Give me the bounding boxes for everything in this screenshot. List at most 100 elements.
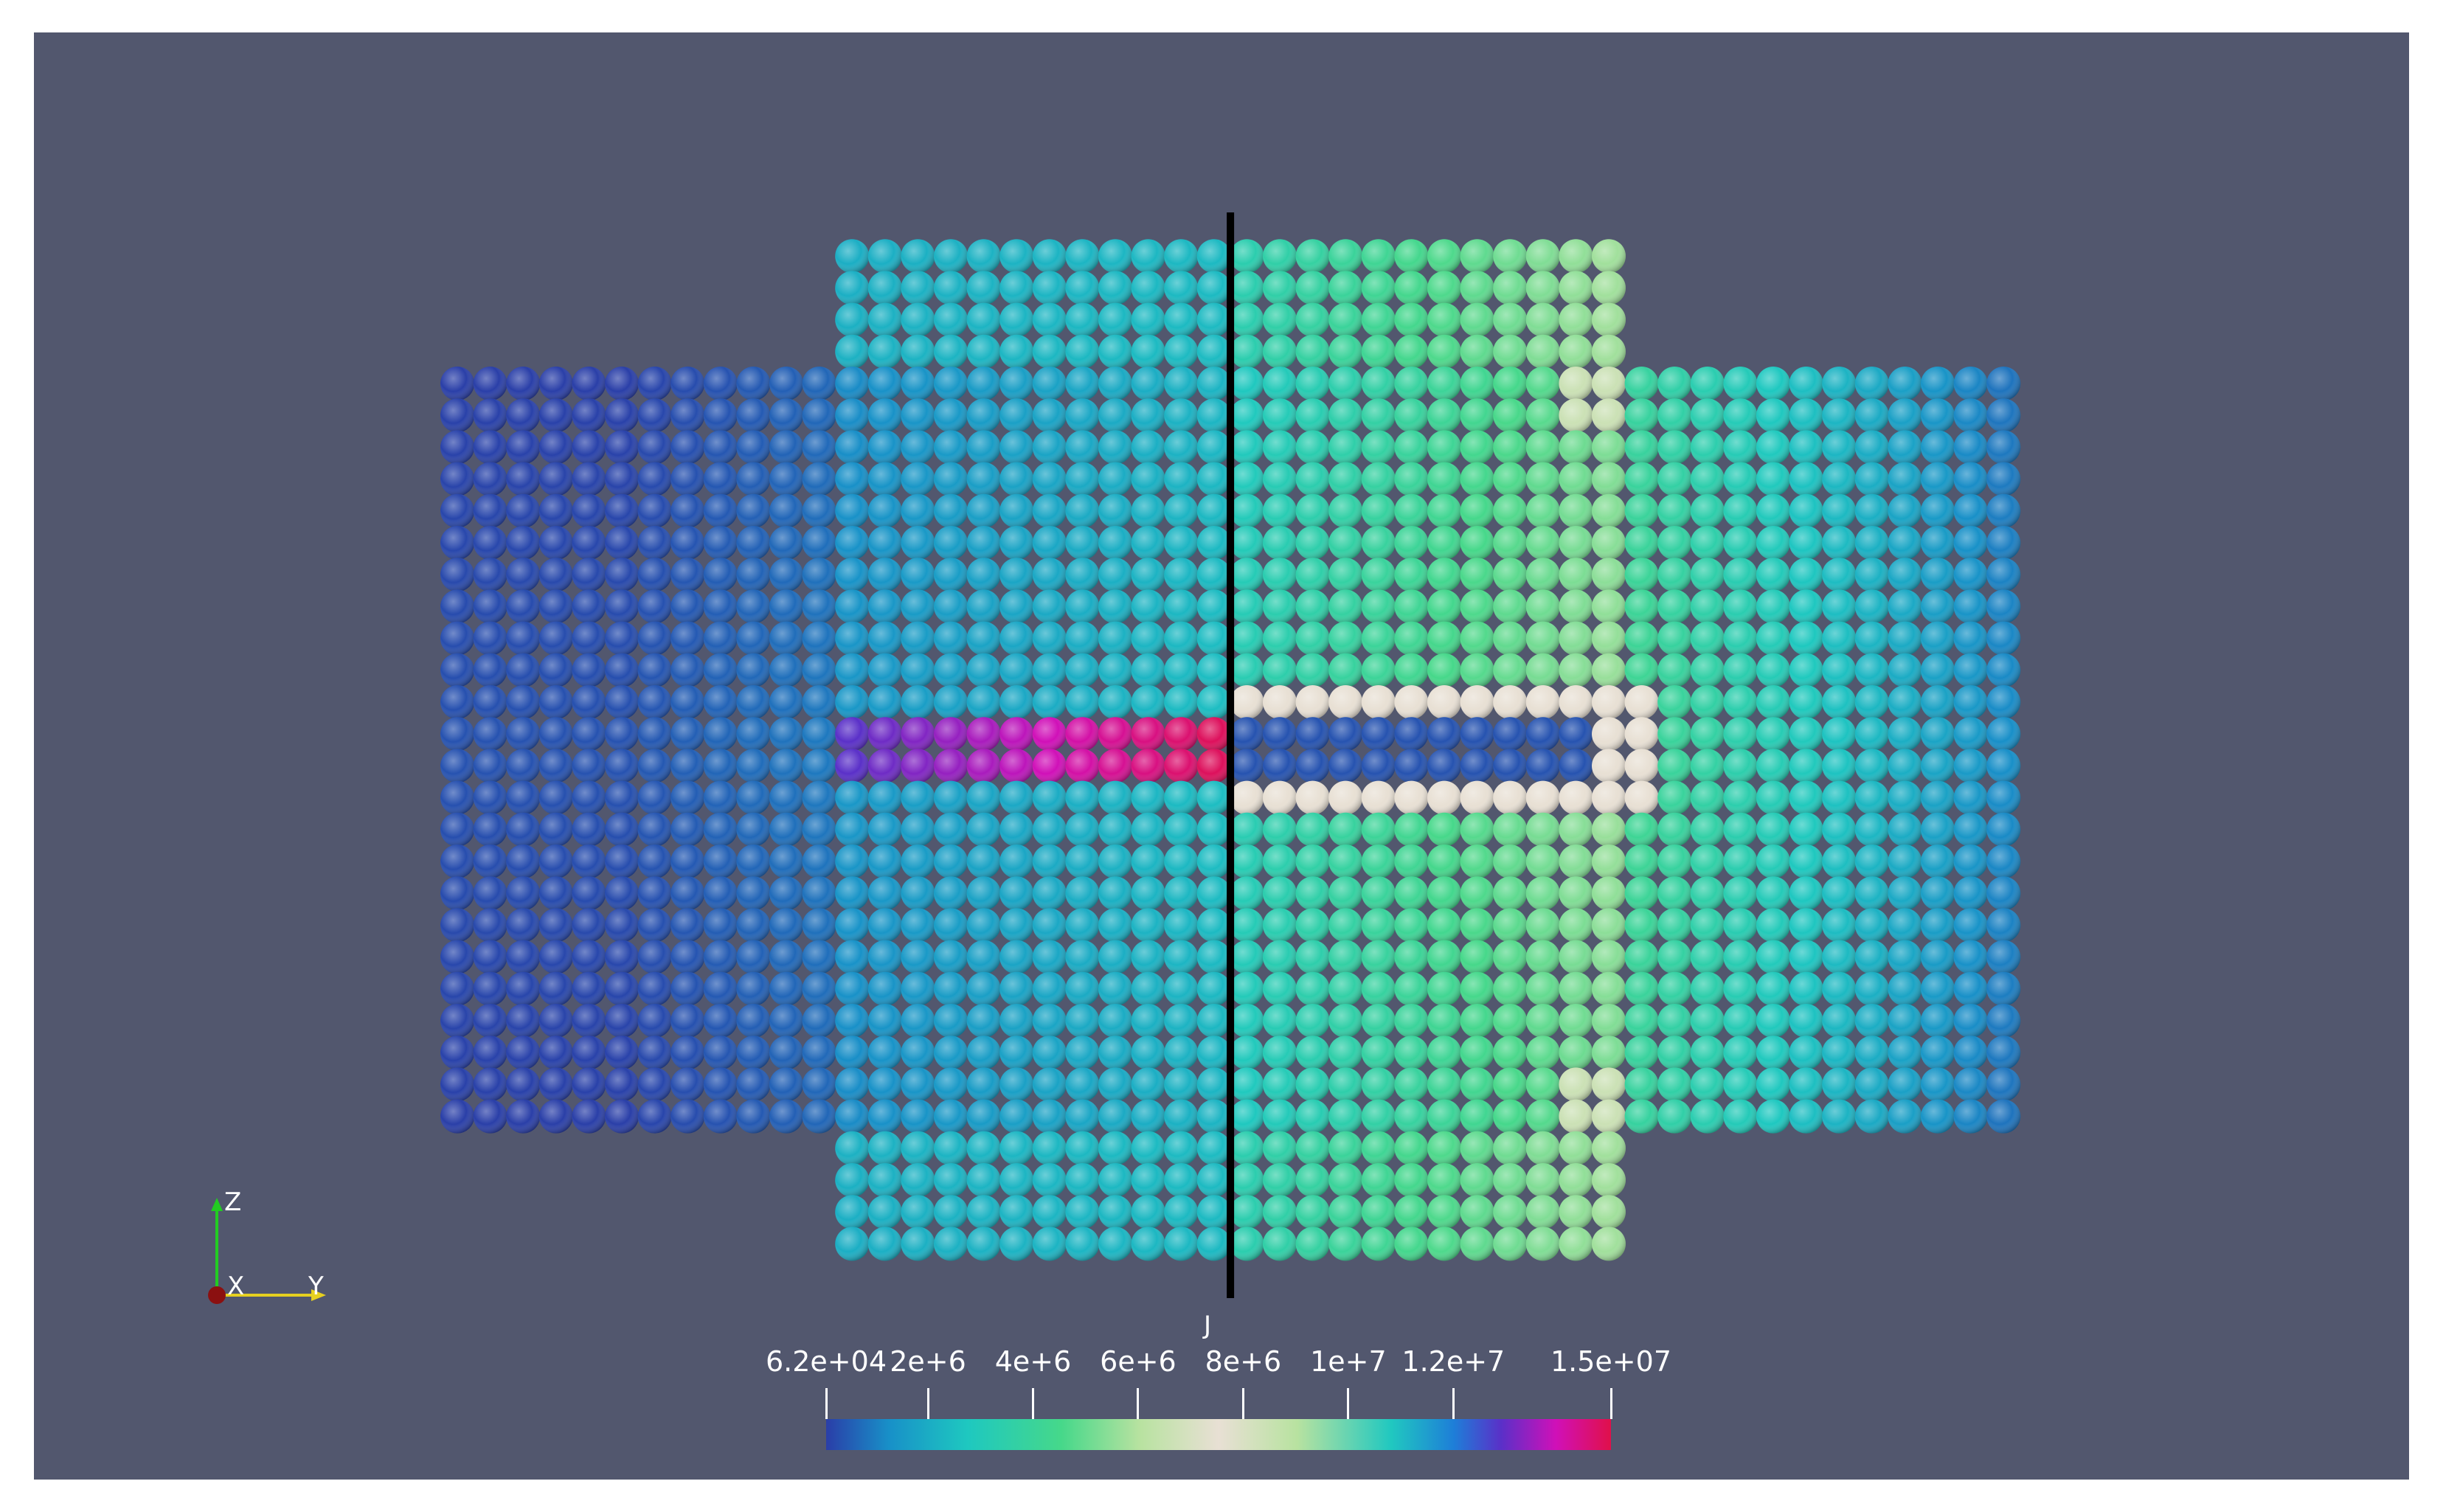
particle-shading	[835, 526, 870, 560]
particle-shading	[1065, 971, 1100, 1006]
particle-shading	[1822, 940, 1857, 974]
particle-shading	[1230, 812, 1264, 847]
particle-shading	[999, 239, 1034, 274]
particle-shading	[966, 1195, 1001, 1230]
particle-shading	[802, 845, 836, 878]
particle-shading	[637, 1067, 672, 1102]
particle-shading	[1854, 940, 1889, 974]
particle-shading	[538, 558, 573, 592]
particle-shading	[1624, 845, 1659, 878]
particle-shading	[1921, 812, 1955, 847]
particle-shading	[835, 940, 870, 974]
particle-shading	[736, 780, 771, 815]
particle-shading	[1756, 940, 1790, 974]
particle-shading	[736, 526, 771, 560]
particle-shading	[1921, 493, 1955, 528]
particle-shading	[440, 1099, 474, 1134]
particle-shading	[572, 876, 606, 911]
particle-scene[interactable]	[34, 32, 2409, 1480]
particle-shading	[934, 398, 968, 433]
particle-shading	[605, 653, 639, 687]
particle-shading	[538, 589, 573, 624]
particle-shading	[1723, 367, 1758, 400]
particle-shading	[1328, 398, 1363, 433]
particle-shading	[835, 430, 870, 465]
particle-shading	[1854, 398, 1889, 433]
particle-shading	[538, 940, 573, 974]
particle-shading	[835, 1099, 870, 1134]
particle-shading	[1592, 1227, 1626, 1261]
particle-shading	[1888, 1067, 1922, 1102]
particle-shading	[1328, 430, 1363, 465]
particle-shading	[1592, 940, 1626, 974]
particle-shading	[1525, 430, 1560, 465]
particle-shading	[1164, 1163, 1199, 1197]
particle-shading	[1854, 526, 1889, 560]
particle-shading	[1723, 908, 1758, 943]
particle-shading	[1164, 1099, 1199, 1134]
particle-shading	[1888, 685, 1922, 719]
particle-shading	[1032, 621, 1067, 656]
particle-shading	[1592, 271, 1626, 305]
particle-shading	[867, 558, 902, 592]
particle-shading	[1427, 908, 1461, 943]
particle-shading	[835, 1195, 870, 1230]
particle-shading	[440, 908, 474, 943]
particle-shading	[440, 589, 474, 624]
particle-shading	[1953, 653, 1988, 687]
particle-shading	[1854, 845, 1889, 878]
particle-shading	[1953, 430, 1988, 465]
particle-shading	[867, 1195, 902, 1230]
particle-shading	[999, 1195, 1034, 1230]
particle-shading	[867, 430, 902, 465]
particle-shading	[1657, 940, 1692, 974]
particle-shading	[703, 589, 738, 624]
particle-shading	[1230, 940, 1264, 974]
particle-shading	[934, 526, 968, 560]
particle-shading	[1065, 940, 1100, 974]
particle-shading	[867, 940, 902, 974]
particle-shading	[1230, 717, 1264, 752]
particle-shading	[802, 940, 836, 974]
particle-shading	[1427, 430, 1461, 465]
particle-shading	[1295, 1004, 1330, 1038]
particle-shading	[1854, 908, 1889, 943]
particle-shading	[1131, 430, 1165, 465]
particle-shading	[1196, 462, 1231, 496]
particle-shading	[934, 1067, 968, 1102]
particle-shading	[1723, 589, 1758, 624]
particle-shading	[1624, 430, 1659, 465]
particle-shading	[1789, 1099, 1823, 1134]
particle-shading	[1460, 1099, 1494, 1134]
particle-shading	[1559, 1163, 1593, 1197]
particle-shading	[1295, 1131, 1330, 1165]
particle-shading	[901, 239, 935, 274]
particle-shading	[1164, 558, 1199, 592]
render-viewport[interactable]: Z X Y J 6.2e+04 2e+6 4e+6 6e+6 8e+6 1e+7 1.2e+…	[34, 32, 2409, 1480]
particle-shading	[802, 685, 836, 719]
particle-shading	[966, 462, 1001, 496]
particle-shading	[703, 749, 738, 783]
particle-shading	[1592, 1067, 1626, 1102]
particle-shading	[966, 271, 1001, 305]
particle-shading	[1032, 1163, 1067, 1197]
particle-shading	[1854, 493, 1889, 528]
particle-shading	[835, 367, 870, 400]
particle-shading	[835, 558, 870, 592]
particle-shading	[1131, 717, 1165, 752]
particle-shading	[1263, 334, 1297, 369]
particle-shading	[1525, 845, 1560, 878]
scalar-bar-gradient	[826, 1419, 1611, 1450]
particle-shading	[1098, 302, 1132, 337]
particle-shading	[1328, 526, 1363, 560]
scalar-bar-tick-label: 8e+6	[1205, 1345, 1282, 1378]
particle-shading	[1953, 812, 1988, 847]
particle-shading	[1493, 1131, 1528, 1165]
particle-shading	[1822, 398, 1857, 433]
particle-shading	[1460, 334, 1494, 369]
particle-shading	[999, 1004, 1034, 1038]
particle-shading	[1854, 367, 1889, 400]
particle-shading	[835, 1067, 870, 1102]
particle-shading	[934, 367, 968, 400]
particle-shading	[1986, 526, 2021, 560]
